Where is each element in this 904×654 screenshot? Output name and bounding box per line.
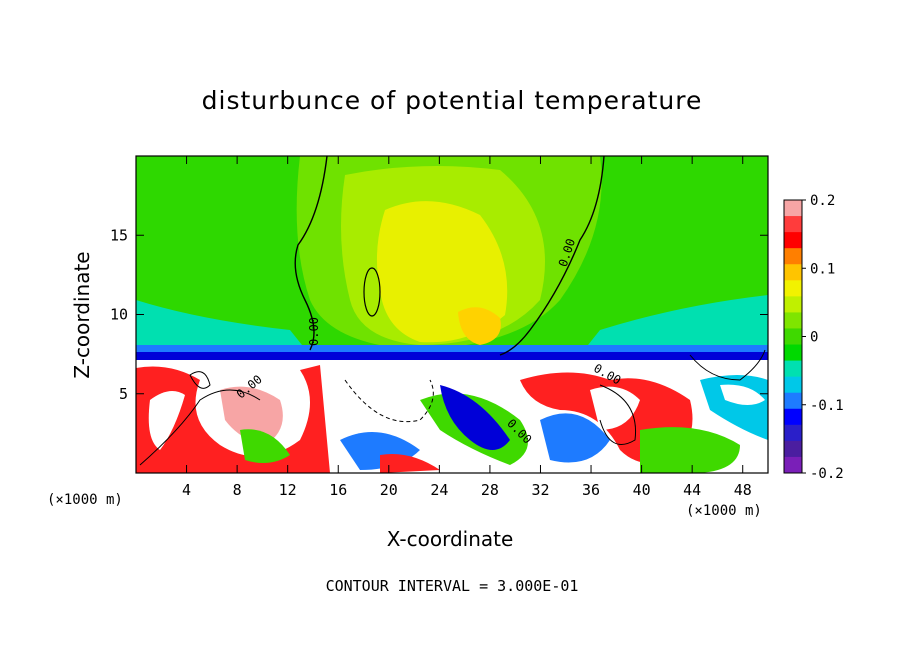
lower-contour-dashed (344, 379, 434, 423)
lower-left-pink (220, 386, 283, 445)
colorbar-swatch-10 (784, 360, 802, 378)
lower-far-right-white (720, 384, 765, 405)
colorbar-label-4: -0.2 (810, 466, 844, 482)
x-tick-label-10: 44 (683, 481, 701, 499)
lower-left-green (240, 429, 290, 464)
x-tick-label-1: 8 (233, 481, 242, 499)
colorbar-swatch-12 (784, 392, 802, 410)
y-tick-label-0: 5 (119, 385, 128, 403)
x-tick-label-9: 40 (633, 481, 651, 499)
lower-mid-blue2 (440, 385, 510, 450)
x-tick-label-2: 12 (279, 481, 297, 499)
colorbar-swatch-1 (784, 216, 802, 233)
colorbar-swatch-3 (784, 248, 802, 265)
y-tick-label-2: 15 (110, 226, 128, 244)
x-axis-label: X-coordinate (386, 527, 514, 551)
colorbar-label-2: 0 (810, 330, 818, 346)
lower-left-white (148, 391, 185, 450)
chart-title: disturbunce of potential temperature (201, 86, 703, 115)
heatmap-field (136, 156, 768, 473)
y-axis-label: Z-coordinate (70, 251, 94, 379)
colorbar-swatch-6 (784, 296, 802, 313)
lower-contour-2 (599, 384, 637, 445)
lower-contour-3 (689, 349, 766, 381)
x-axis-ticks: 4 8 12 16 20 24 28 32 36 40 44 48 (182, 156, 752, 499)
colorbar-swatch-14 (784, 424, 802, 442)
cyan-edge-right (580, 295, 768, 355)
colorbar (783, 199, 803, 474)
x-tick-label-5: 24 (430, 481, 448, 499)
zero-contour-left (294, 156, 328, 351)
lower-left-red (136, 365, 330, 473)
lower-mid-red (380, 454, 440, 473)
contour-interval-note: CONTOUR INTERVAL = 3.000E-01 (325, 577, 579, 595)
orange-patch (458, 307, 501, 345)
y-axis-ticks: 5 10 15 (110, 226, 768, 403)
lower-right-green (640, 427, 740, 473)
x-tick-label-11: 48 (734, 481, 752, 499)
colorbar-swatch-7 (784, 312, 802, 329)
colorbar-swatch-4 (784, 264, 802, 281)
x-tick-label-4: 20 (380, 481, 398, 499)
zero-contour-right (499, 156, 605, 356)
colorbar-label-1: 0.1 (810, 261, 835, 277)
x-tick-label-8: 36 (582, 481, 600, 499)
colorbar-swatch-0 (784, 200, 802, 217)
colorbar-label-3: -0.1 (810, 398, 844, 414)
colorbar-swatch-11 (784, 376, 802, 394)
colorbar-swatch-8 (784, 328, 802, 346)
colorbar-swatch-15 (784, 440, 802, 458)
lower-right-white (590, 386, 640, 430)
yellow-core (376, 201, 508, 343)
lower-contour-4 (189, 371, 211, 389)
lower-contour-1 (139, 389, 261, 466)
colorbar-swatch-2 (784, 232, 802, 249)
x-units-right: (×1000 m) (686, 503, 762, 519)
x-tick-label-3: 16 (329, 481, 347, 499)
x-tick-label-6: 28 (481, 481, 499, 499)
colorbar-label-0: 0.2 (810, 193, 835, 209)
contour-label-2: 0.00 (307, 317, 321, 346)
x-tick-label-0: 4 (182, 481, 191, 499)
colorbar-swatch-16 (784, 456, 802, 474)
x-tick-label-7: 32 (531, 481, 549, 499)
colorbar-swatch-5 (784, 280, 802, 297)
y-tick-label-1: 10 (110, 306, 128, 324)
closed-contour (363, 267, 381, 317)
cyan-edge-left (136, 300, 310, 355)
colorbar-swatch-9 (784, 344, 802, 362)
colorbar-labels: 0.2 0.1 0 -0.1 -0.2 (802, 193, 844, 482)
lower-right-blue (540, 413, 610, 463)
inversion-dark (136, 352, 768, 360)
x-units-left: (×1000 m) (47, 492, 123, 508)
colorbar-swatch-13 (784, 408, 802, 426)
